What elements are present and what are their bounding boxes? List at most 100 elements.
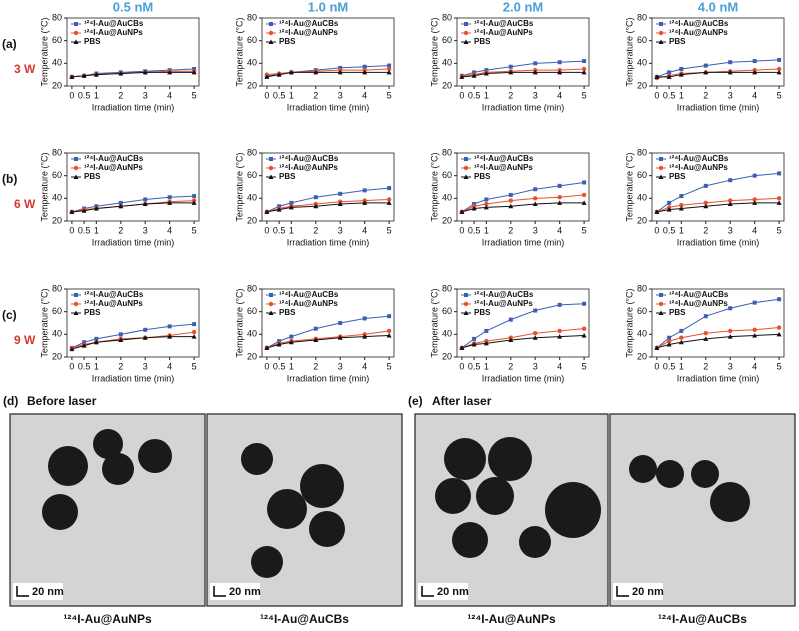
x-tick-label: 0 bbox=[654, 361, 659, 371]
marker bbox=[557, 183, 562, 188]
marker bbox=[471, 73, 477, 78]
x-axis-label: Irradiation time (min) bbox=[92, 237, 175, 247]
legend-label: ¹²⁴I-Au@AuCBs bbox=[474, 290, 534, 299]
marker bbox=[752, 200, 758, 205]
scale-bar bbox=[16, 586, 29, 597]
legend-marker bbox=[463, 310, 469, 315]
marker bbox=[533, 187, 538, 192]
x-tick-label: 1 bbox=[289, 90, 294, 100]
marker bbox=[337, 335, 343, 340]
y-tick-label: 40 bbox=[442, 329, 452, 339]
legend-label: ¹²⁴I-Au@AuNPs bbox=[474, 28, 533, 37]
y-tick-label: 20 bbox=[637, 351, 647, 361]
marker bbox=[313, 195, 318, 200]
x-tick-label: 3 bbox=[728, 225, 733, 235]
plot-frame bbox=[456, 152, 590, 222]
x-tick-label: 4 bbox=[362, 361, 367, 371]
marker bbox=[483, 204, 489, 210]
y-tick-label: 80 bbox=[637, 283, 647, 293]
y-axis-label: Temperature (°C) bbox=[429, 288, 439, 357]
particle bbox=[241, 443, 273, 475]
marker bbox=[752, 332, 758, 338]
marker bbox=[752, 300, 757, 305]
marker bbox=[557, 302, 562, 307]
particle bbox=[251, 546, 283, 578]
marker bbox=[362, 188, 367, 193]
marker bbox=[143, 327, 148, 332]
marker bbox=[118, 332, 123, 337]
marker bbox=[776, 69, 782, 75]
legend-marker bbox=[463, 30, 469, 36]
legend-label: PBS bbox=[669, 172, 686, 181]
marker bbox=[728, 328, 733, 334]
marker bbox=[752, 327, 757, 332]
marker bbox=[362, 69, 368, 75]
marker bbox=[118, 337, 124, 342]
plot-frame bbox=[261, 152, 395, 222]
x-tick-label: 0.5 bbox=[468, 90, 481, 100]
marker bbox=[727, 201, 733, 206]
x-axis-label: Irradiation time (min) bbox=[287, 373, 370, 383]
y-tick-label: 60 bbox=[247, 306, 257, 316]
marker bbox=[703, 183, 708, 188]
marker bbox=[654, 345, 660, 350]
marker bbox=[338, 321, 343, 325]
x-tick-label: 2 bbox=[313, 225, 318, 235]
particle bbox=[519, 526, 551, 558]
legend-marker bbox=[74, 293, 78, 297]
x-tick-label: 1 bbox=[484, 361, 489, 371]
marker bbox=[728, 60, 733, 65]
x-tick-label: 2 bbox=[703, 90, 708, 100]
marker bbox=[728, 306, 733, 311]
marker bbox=[582, 180, 587, 185]
y-tick-label: 60 bbox=[442, 35, 452, 45]
legend-marker bbox=[268, 301, 274, 307]
x-axis-label: Irradiation time (min) bbox=[92, 102, 175, 112]
marker bbox=[387, 63, 392, 68]
y-tick-label: 60 bbox=[442, 170, 452, 180]
x-tick-label: 2 bbox=[313, 90, 318, 100]
image-caption: ¹²⁴I-Au@AuCBs bbox=[260, 612, 349, 626]
x-tick-label: 5 bbox=[582, 90, 587, 100]
legend-label: ¹²⁴I-Au@AuCBs bbox=[669, 290, 729, 299]
marker bbox=[289, 200, 294, 205]
series-line bbox=[266, 198, 390, 213]
legend-marker bbox=[463, 301, 469, 307]
legend-marker bbox=[73, 39, 79, 44]
marker bbox=[777, 171, 782, 176]
legend-marker bbox=[73, 30, 79, 36]
legend-label: ¹²⁴I-Au@AuNPs bbox=[84, 299, 143, 308]
legend-marker bbox=[74, 22, 78, 26]
marker bbox=[678, 339, 684, 345]
marker bbox=[471, 206, 477, 211]
marker bbox=[386, 332, 392, 338]
marker bbox=[192, 194, 197, 199]
x-tick-label: 0 bbox=[264, 361, 269, 371]
y-tick-label: 20 bbox=[247, 215, 257, 225]
marker bbox=[313, 69, 319, 75]
marker bbox=[338, 65, 343, 70]
y-tick-label: 40 bbox=[52, 58, 62, 68]
marker bbox=[69, 74, 75, 79]
marker bbox=[666, 207, 672, 212]
x-tick-label: 4 bbox=[167, 90, 172, 100]
x-tick-label: 3 bbox=[143, 361, 148, 371]
marker bbox=[703, 69, 709, 75]
tem-image bbox=[609, 413, 796, 607]
marker bbox=[337, 201, 343, 206]
y-tick-label: 20 bbox=[247, 351, 257, 361]
marker bbox=[654, 209, 660, 214]
y-axis-label: Temperature (°C) bbox=[39, 17, 49, 86]
x-tick-label: 4 bbox=[752, 90, 757, 100]
x-tick-label: 0.5 bbox=[663, 225, 676, 235]
y-tick-label: 80 bbox=[637, 147, 647, 157]
marker bbox=[581, 192, 587, 198]
legend-marker bbox=[268, 310, 274, 315]
marker bbox=[81, 73, 87, 78]
y-tick-label: 20 bbox=[442, 215, 452, 225]
y-tick-label: 40 bbox=[637, 329, 647, 339]
marker bbox=[532, 335, 538, 340]
marker bbox=[483, 340, 489, 346]
marker bbox=[776, 66, 782, 72]
marker bbox=[362, 200, 368, 205]
